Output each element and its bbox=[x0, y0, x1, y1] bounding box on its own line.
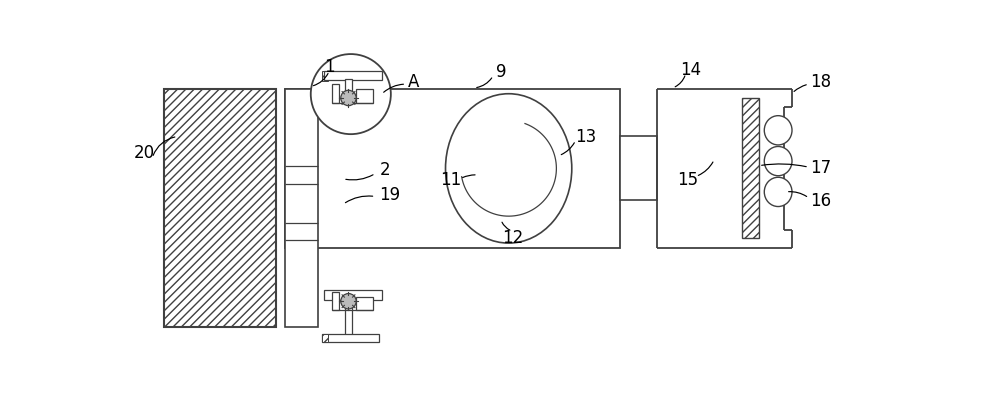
Text: 9: 9 bbox=[496, 63, 506, 81]
Bar bbox=[742, 99, 759, 239]
Bar bbox=[345, 299, 352, 338]
Text: 20: 20 bbox=[134, 143, 155, 161]
Bar bbox=[620, 137, 657, 200]
Bar bbox=[332, 85, 339, 103]
Text: 19: 19 bbox=[379, 186, 400, 204]
Bar bbox=[164, 90, 276, 328]
Ellipse shape bbox=[764, 116, 792, 145]
Bar bbox=[324, 291, 382, 300]
Bar bbox=[345, 80, 352, 101]
Bar bbox=[285, 90, 620, 249]
Ellipse shape bbox=[446, 95, 572, 244]
Text: 11: 11 bbox=[440, 171, 462, 188]
Text: 12: 12 bbox=[502, 228, 523, 246]
Bar bbox=[285, 90, 318, 328]
Text: A: A bbox=[408, 73, 420, 91]
Text: 2: 2 bbox=[380, 160, 391, 178]
Bar bbox=[356, 90, 373, 103]
Text: 14: 14 bbox=[681, 61, 702, 78]
Ellipse shape bbox=[764, 178, 792, 207]
Bar bbox=[322, 335, 328, 342]
Text: 18: 18 bbox=[810, 73, 831, 91]
Circle shape bbox=[311, 55, 391, 135]
Bar bbox=[322, 335, 379, 342]
Bar bbox=[356, 297, 373, 311]
Bar bbox=[324, 72, 382, 81]
Bar bbox=[657, 90, 784, 249]
Text: 15: 15 bbox=[677, 171, 699, 188]
Bar bbox=[322, 72, 328, 82]
Text: 17: 17 bbox=[810, 159, 831, 177]
Circle shape bbox=[341, 91, 356, 107]
Text: 16: 16 bbox=[810, 191, 831, 209]
Text: 1: 1 bbox=[324, 57, 335, 76]
Ellipse shape bbox=[764, 147, 792, 176]
Bar bbox=[332, 292, 339, 311]
Text: 13: 13 bbox=[575, 128, 596, 146]
Circle shape bbox=[341, 294, 356, 309]
